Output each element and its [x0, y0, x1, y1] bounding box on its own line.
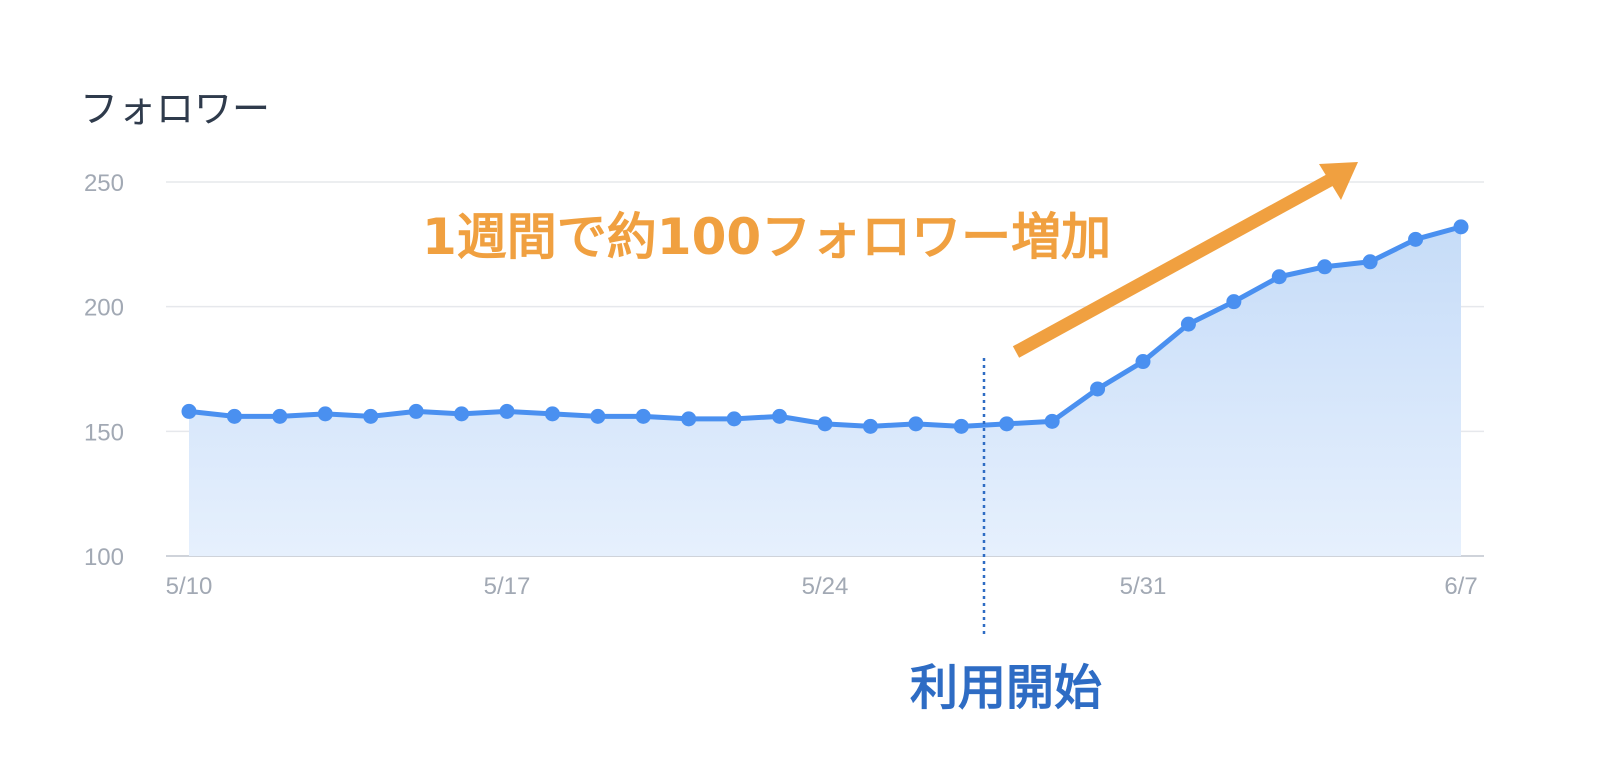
y-tick-label: 200	[84, 295, 124, 322]
data-point	[499, 403, 515, 419]
data-point	[681, 411, 697, 427]
y-tick-label: 150	[84, 419, 124, 446]
data-point	[953, 418, 969, 434]
x-tick-label: 5/31	[1120, 573, 1167, 600]
data-point	[1135, 354, 1151, 370]
data-point	[317, 406, 333, 422]
data-point	[1362, 254, 1378, 270]
series-points	[181, 219, 1469, 434]
data-point	[454, 406, 470, 422]
data-point	[544, 406, 560, 422]
data-point	[181, 403, 197, 419]
data-point	[1271, 269, 1287, 285]
x-tick-label: 5/10	[166, 573, 213, 600]
growth-annotation: 1週間で約100フォロワー増加	[422, 208, 1111, 266]
data-point	[772, 408, 788, 424]
x-axis-ticks: 5/10 5/17 5/24 5/31 6/7	[166, 573, 1478, 600]
data-point	[908, 416, 924, 432]
data-point	[408, 403, 424, 419]
data-point	[1408, 231, 1424, 247]
data-point	[635, 408, 651, 424]
growth-arrow	[1012, 162, 1358, 358]
data-point	[1317, 259, 1333, 275]
data-point	[999, 416, 1015, 432]
data-point	[590, 408, 606, 424]
data-point	[272, 408, 288, 424]
data-point	[726, 411, 742, 427]
growth-arrow-head	[1319, 162, 1358, 200]
x-tick-label: 5/24	[802, 573, 849, 600]
data-point	[1090, 381, 1106, 397]
y-tick-label: 100	[84, 544, 124, 571]
data-point	[817, 416, 833, 432]
data-point	[1226, 294, 1242, 310]
data-point	[1180, 316, 1196, 332]
data-point	[862, 418, 878, 434]
data-point	[226, 408, 242, 424]
chart-title: フォロワー	[80, 87, 270, 131]
y-axis-ticks: 250 200 150 100	[84, 170, 124, 571]
data-point	[1453, 219, 1469, 235]
data-point	[1044, 413, 1060, 429]
data-point	[363, 408, 379, 424]
y-tick-label: 250	[84, 170, 124, 197]
series-area	[189, 226, 1461, 556]
area-fill	[189, 226, 1461, 556]
x-tick-label: 5/17	[484, 573, 531, 600]
x-tick-label: 6/7	[1444, 573, 1477, 600]
start-annotation: 利用開始	[910, 660, 1102, 716]
growth-arrow-shaft	[1012, 174, 1334, 358]
